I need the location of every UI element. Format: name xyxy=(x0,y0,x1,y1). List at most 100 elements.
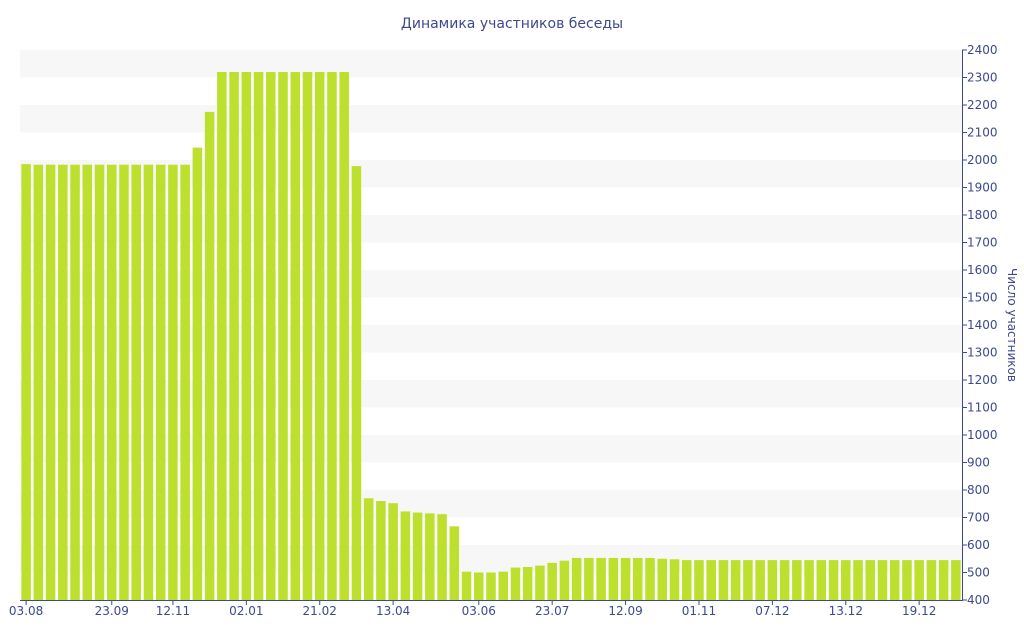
y-tick-label: 500 xyxy=(967,566,990,580)
bar xyxy=(290,72,301,600)
bar xyxy=(266,72,276,600)
bar xyxy=(669,559,680,600)
bar xyxy=(351,166,362,601)
bar xyxy=(486,572,496,600)
bar xyxy=(596,557,606,600)
y-tick-label: 1400 xyxy=(967,318,998,332)
x-tick-label: 12.11 xyxy=(156,604,190,618)
bar xyxy=(461,571,472,600)
bar xyxy=(376,501,386,600)
x-tick-label: 12.09 xyxy=(608,604,642,618)
y-tick-label: 1600 xyxy=(967,263,998,277)
bar xyxy=(241,72,252,600)
y-tick-label: 2000 xyxy=(967,153,998,167)
bar xyxy=(302,72,313,600)
bar xyxy=(106,164,117,601)
bar xyxy=(70,164,80,601)
bar xyxy=(253,72,264,600)
bar xyxy=(951,560,961,600)
y-tick-label: 1500 xyxy=(967,291,998,305)
y-tick-label: 800 xyxy=(967,483,990,497)
x-tick-label: 03.08 xyxy=(9,604,43,618)
bar xyxy=(608,557,619,600)
bar xyxy=(633,557,643,600)
y-tick-label: 1700 xyxy=(967,236,998,250)
bar xyxy=(363,498,374,600)
bar xyxy=(730,560,741,600)
bar xyxy=(45,164,56,601)
y-tick-label: 2100 xyxy=(967,126,998,140)
bar xyxy=(889,560,900,600)
bar xyxy=(779,560,790,600)
bar xyxy=(229,72,239,600)
bar xyxy=(388,503,398,600)
grid-band xyxy=(20,50,962,78)
x-tick-label: 02.01 xyxy=(229,604,263,618)
bar xyxy=(217,72,227,600)
bar xyxy=(412,512,423,600)
bar xyxy=(425,513,435,600)
bar xyxy=(449,526,460,600)
bar xyxy=(547,562,557,600)
bar xyxy=(498,571,509,600)
bar xyxy=(155,164,166,601)
bar xyxy=(314,72,325,600)
bar xyxy=(278,72,288,600)
bar xyxy=(522,567,533,600)
x-tick-label: 23.09 xyxy=(95,604,129,618)
bar xyxy=(828,560,839,600)
x-tick-label: 13.12 xyxy=(829,604,863,618)
bar xyxy=(180,164,190,601)
y-tick-label: 400 xyxy=(967,593,990,607)
bar xyxy=(877,560,888,600)
bar xyxy=(645,557,655,600)
y-tick-label: 1800 xyxy=(967,208,998,222)
y-tick-label: 1100 xyxy=(967,401,998,415)
bar xyxy=(865,560,876,600)
bar xyxy=(804,560,814,600)
bar xyxy=(143,164,154,601)
bar xyxy=(119,164,129,601)
y-tick-label: 2200 xyxy=(967,98,998,112)
bar xyxy=(510,567,521,600)
y-axis-label: Число участников xyxy=(1005,268,1019,382)
bar xyxy=(816,560,827,600)
x-tick-label: 21.02 xyxy=(303,604,337,618)
bar xyxy=(767,560,778,600)
y-tick-label: 2400 xyxy=(967,43,998,57)
x-tick-label: 01.11 xyxy=(682,604,716,618)
bar xyxy=(339,72,349,600)
bar xyxy=(327,72,337,600)
grid-band xyxy=(20,105,962,133)
bar xyxy=(914,560,924,600)
bar xyxy=(755,560,765,600)
bar xyxy=(192,147,203,600)
x-tick-label: 07.12 xyxy=(755,604,789,618)
y-tick-label: 1300 xyxy=(967,346,998,360)
bar xyxy=(168,164,178,601)
x-tick-label: 19.12 xyxy=(902,604,936,618)
bars-group xyxy=(21,72,961,601)
bar xyxy=(841,560,851,600)
bar xyxy=(902,560,912,600)
bar xyxy=(21,164,31,600)
y-tick-label: 600 xyxy=(967,538,990,552)
y-tick-label: 1000 xyxy=(967,428,998,442)
y-tick-label: 900 xyxy=(967,456,990,470)
bar xyxy=(743,560,753,600)
y-tick-label: 2300 xyxy=(967,71,998,85)
bar xyxy=(437,514,447,600)
bar xyxy=(473,572,484,600)
bar xyxy=(620,557,631,600)
bar xyxy=(33,164,44,601)
bar xyxy=(657,558,668,600)
bar xyxy=(681,560,692,600)
bar xyxy=(571,557,582,600)
bar xyxy=(938,560,949,600)
bar xyxy=(694,560,704,600)
bar xyxy=(535,565,545,600)
bar xyxy=(94,164,105,601)
x-axis-ticks: 03.08 23.09 12.11 02.01 21.02 13.04 03.06 23.07… xyxy=(9,600,936,618)
x-tick-label: 23.07 xyxy=(535,604,569,618)
